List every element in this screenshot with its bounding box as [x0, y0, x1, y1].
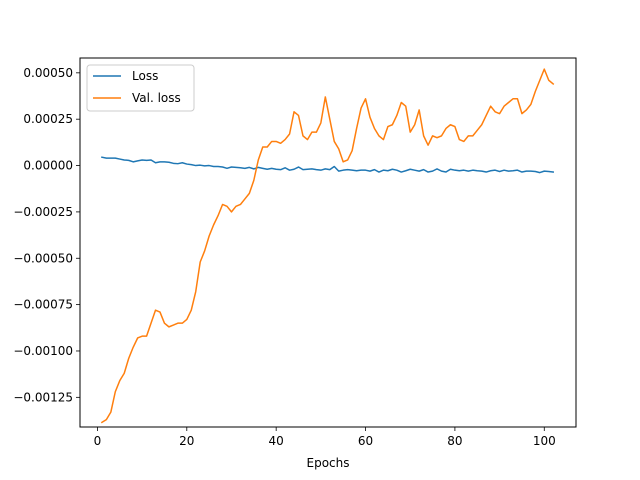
- y-tick-label: 0.00050: [23, 66, 73, 80]
- legend-label: Val. loss: [132, 91, 181, 105]
- x-tick-label: 100: [533, 434, 556, 448]
- y-tick-label: −0.00125: [13, 390, 73, 404]
- x-axis-label: Epochs: [307, 456, 350, 470]
- legend-label: Loss: [132, 69, 158, 83]
- y-tick-label: −0.00075: [13, 298, 73, 312]
- y-tick-label: 0.00000: [23, 159, 73, 173]
- x-tick-label: 40: [269, 434, 284, 448]
- x-tick-label: 60: [358, 434, 373, 448]
- y-tick-label: −0.00050: [13, 251, 73, 265]
- x-axis: 0 20 40 60 80 100: [94, 427, 556, 448]
- legend: Loss Val. loss: [86, 64, 195, 112]
- x-tick-label: 20: [179, 434, 194, 448]
- x-tick-label: 0: [94, 434, 102, 448]
- plot-frame: [79, 57, 577, 428]
- series-line-val-loss: [100, 68, 555, 424]
- y-axis: −0.00125 −0.00100 −0.00075 −0.00050 −0.00025…: [13, 66, 80, 404]
- series-layer: [100, 68, 555, 424]
- y-tick-label: −0.00100: [13, 344, 73, 358]
- y-tick-label: −0.00025: [13, 205, 73, 219]
- x-tick-label: 80: [447, 434, 462, 448]
- y-tick-label: 0.00025: [23, 112, 73, 126]
- series-line-loss: [101, 156, 555, 174]
